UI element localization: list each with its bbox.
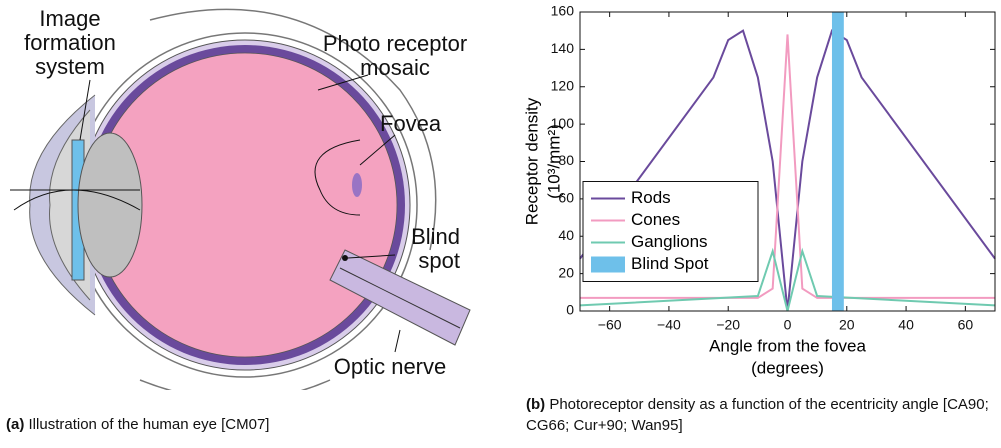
diagram-label: Blind [411,224,460,249]
x-tick-label: −20 [716,317,740,333]
legend-label: Ganglions [631,232,708,251]
diagram-label: mosaic [360,55,430,80]
diagram-label: Fovea [380,111,442,136]
y-tick-label: 160 [551,3,575,19]
y-axis-label: (10³/mm²) [544,124,563,199]
y-tick-label: 40 [558,227,574,243]
band [832,12,844,311]
x-tick-label: 0 [784,317,792,333]
caption-text: Illustration of the human eye [CM07] [29,416,270,433]
x-tick-label: −40 [657,317,681,333]
caption-text: Photoreceptor density as a function of t… [526,396,989,434]
diagram-label: Optic nerve [334,354,447,379]
caption-tag: (b) [526,396,545,413]
diagram-label: system [35,54,105,79]
x-tick-label: 20 [839,317,855,333]
diagram-label: Photo receptor [323,31,467,56]
legend: Rods Cones Ganglions Blind Spot [583,182,758,282]
legend-label: Cones [631,210,680,229]
caption-b: (b) Photoreceptor density as a function … [526,394,998,436]
y-tick-label: 140 [551,40,575,56]
y-axis-label: Receptor density [522,97,541,225]
page: Imageformationsystem Photo receptormosaic… [0,0,1001,448]
x-axis-label: (degrees) [751,358,824,377]
x-tick-label: −60 [598,317,622,333]
x-tick-label: 60 [958,317,974,333]
diagram-label: formation [24,30,116,55]
caption-a: (a) Illustration of the human eye [CM07] [6,414,269,435]
legend-label: Blind Spot [631,254,709,273]
y-tick-label: 0 [566,302,574,318]
x-tick-label: 40 [898,317,914,333]
diagram-label: spot [418,248,460,273]
diagram-label: Image [39,6,100,31]
y-tick-label: 120 [551,77,575,93]
legend-swatch [591,257,625,273]
x-axis-label: Angle from the fovea [709,336,866,355]
caption-tag: (a) [6,416,24,433]
legend-label: Rods [631,188,671,207]
y-tick-label: 20 [558,264,574,280]
